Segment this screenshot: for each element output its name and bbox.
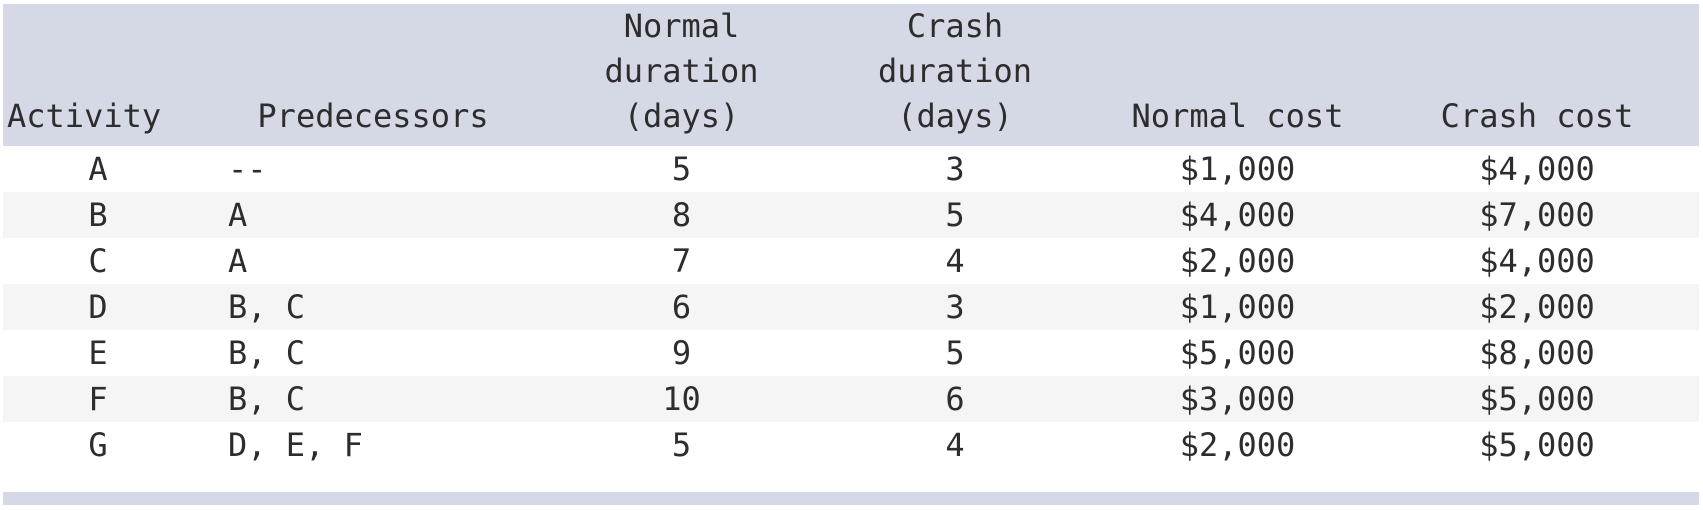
- cell-activity: A: [88, 150, 108, 188]
- table-row: B A 8 5 $4,000 $7,000: [3, 192, 1699, 238]
- cell-normal-cost: $1,000: [1179, 150, 1296, 188]
- cell-predecessors: B, C: [228, 334, 306, 372]
- cell-crash-duration: 3: [945, 150, 965, 188]
- cell-normal-cost: $5,000: [1179, 334, 1296, 372]
- cell-activity: B: [3, 192, 193, 238]
- cell-crash-cost: $4,000: [1479, 242, 1595, 280]
- cell-normal-duration: 8: [553, 192, 810, 238]
- cell-activity: D: [3, 284, 193, 330]
- table-row: A -- 5 3 $1,000 $4,000: [3, 146, 1699, 192]
- cell-normal-duration: 10: [553, 376, 810, 422]
- table-row: D B, C 6 3 $1,000 $2,000: [3, 284, 1699, 330]
- cell-predecessors: A: [228, 242, 248, 280]
- cell-crash-duration: 5: [945, 334, 965, 372]
- cell-normal-cost: $4,000: [1100, 192, 1375, 238]
- column-header-normal-cost: Normal cost: [1100, 4, 1375, 146]
- partial-next-header-bar: [3, 492, 1699, 505]
- cell-activity: G: [88, 426, 108, 464]
- table-row: F B, C 10 6 $3,000 $5,000: [3, 376, 1699, 422]
- cell-normal-duration: 5: [671, 150, 692, 188]
- table-row: G D, E, F 5 4 $2,000 $5,000: [3, 422, 1699, 468]
- cell-crash-cost: $2,000: [1375, 284, 1699, 330]
- cell-crash-cost: $8,000: [1479, 334, 1595, 372]
- table-row: C A 7 4 $2,000 $4,000: [3, 238, 1699, 284]
- cell-crash-duration: 3: [810, 284, 1100, 330]
- cell-normal-cost: $3,000: [1100, 376, 1375, 422]
- column-header-crash-cost: Crash cost: [1375, 4, 1699, 146]
- cell-predecessors: --: [228, 150, 267, 188]
- cell-activity: E: [88, 334, 108, 372]
- cell-activity: C: [88, 242, 108, 280]
- cell-crash-cost: $5,000: [1479, 426, 1595, 464]
- cell-crash-duration: 4: [945, 426, 965, 464]
- cell-crash-cost: $4,000: [1479, 150, 1595, 188]
- cell-predecessors: B, C: [193, 376, 553, 422]
- cell-predecessors: D, E, F: [228, 426, 363, 464]
- table-row: E B, C 9 5 $5,000 $8,000: [3, 330, 1699, 376]
- cell-normal-duration: 6: [553, 284, 810, 330]
- cell-predecessors: A: [193, 192, 553, 238]
- cell-crash-duration: 5: [810, 192, 1100, 238]
- column-header-predecessors: Predecessors: [193, 4, 553, 146]
- column-header-activity: Activity: [3, 4, 193, 146]
- cell-crash-cost: $7,000: [1375, 192, 1699, 238]
- cell-normal-duration: 7: [671, 242, 692, 280]
- cell-normal-cost: $1,000: [1100, 284, 1375, 330]
- cell-crash-duration: 6: [810, 376, 1100, 422]
- cell-normal-duration: 9: [671, 334, 692, 372]
- column-header-crash-duration: Crash duration (days): [810, 4, 1100, 146]
- table-header-row: Activity Predecessors Normal duration (d…: [3, 4, 1699, 146]
- cell-activity: F: [3, 376, 193, 422]
- cell-crash-duration: 4: [945, 242, 965, 280]
- column-header-normal-duration: Normal duration (days): [553, 4, 810, 146]
- cell-normal-cost: $2,000: [1179, 426, 1296, 464]
- activity-crash-table: Activity Predecessors Normal duration (d…: [3, 4, 1699, 468]
- cell-normal-duration: 5: [671, 426, 692, 464]
- cell-predecessors: B, C: [193, 284, 553, 330]
- cell-normal-cost: $2,000: [1179, 242, 1296, 280]
- cell-crash-cost: $5,000: [1375, 376, 1699, 422]
